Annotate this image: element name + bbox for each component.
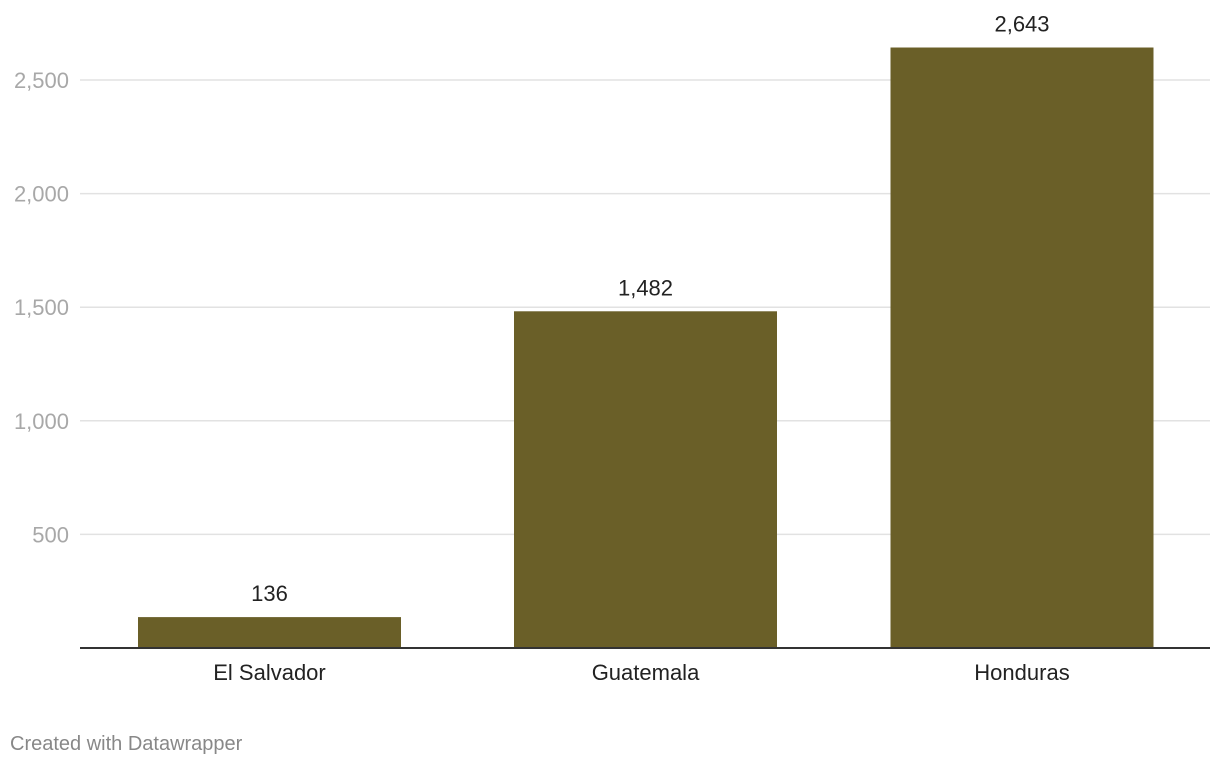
x-axis-category-labels: El Salvador Guatemala Honduras <box>213 660 1069 685</box>
bar-value-label: 1,482 <box>618 275 673 300</box>
y-tick-label: 2,500 <box>14 68 69 93</box>
x-category-label: Honduras <box>974 660 1069 685</box>
bar-value-labels: 136 1,482 2,643 <box>251 12 1049 607</box>
bars <box>138 47 1154 649</box>
y-tick-label: 500 <box>32 522 69 547</box>
y-tick-label: 1,000 <box>14 409 69 434</box>
bar <box>514 311 777 648</box>
x-category-label: El Salvador <box>213 660 326 685</box>
credit-text: Created with Datawrapper <box>10 733 243 755</box>
bar <box>890 47 1154 649</box>
y-tick-label: 2,000 <box>14 182 69 207</box>
y-tick-label: 1,500 <box>14 295 69 320</box>
bar <box>138 617 401 648</box>
bar-value-label: 136 <box>251 581 288 606</box>
bar-value-label: 2,643 <box>994 12 1049 37</box>
y-axis-tick-labels: 500 1,000 1,500 2,000 2,500 <box>14 68 69 547</box>
x-category-label: Guatemala <box>592 660 700 685</box>
